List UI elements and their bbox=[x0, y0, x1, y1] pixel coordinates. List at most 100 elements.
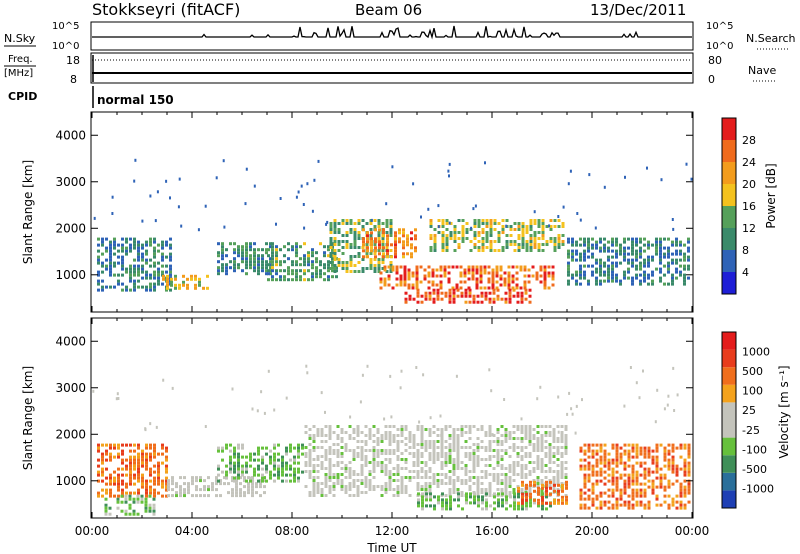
velocity-cell bbox=[473, 498, 476, 502]
velocity-cell bbox=[233, 446, 236, 450]
power-cell bbox=[583, 237, 586, 241]
power-cell bbox=[495, 274, 499, 278]
power-cell bbox=[635, 243, 638, 247]
velocity-cell bbox=[109, 476, 112, 480]
power-cell bbox=[300, 184, 303, 188]
velocity-cell bbox=[116, 392, 119, 396]
velocity-cell bbox=[683, 446, 687, 450]
velocity-cell bbox=[476, 458, 480, 461]
colorbar-swatch bbox=[722, 472, 736, 491]
colorbar-tick-label: 4 bbox=[742, 266, 749, 279]
velocity-cell bbox=[247, 491, 250, 495]
power-cell bbox=[333, 225, 337, 228]
power-cell bbox=[537, 219, 541, 222]
power-cell bbox=[105, 285, 108, 289]
power-cell bbox=[520, 300, 524, 304]
velocity-cell bbox=[599, 470, 603, 474]
power-cell bbox=[333, 255, 337, 258]
power-cell bbox=[349, 228, 353, 231]
velocity-cell bbox=[399, 386, 402, 390]
velocity-cell bbox=[476, 476, 480, 479]
power-cell bbox=[241, 254, 244, 258]
velocity-cell bbox=[533, 480, 536, 484]
velocity-cell bbox=[631, 488, 635, 492]
power-cell bbox=[595, 282, 598, 286]
power-cell bbox=[311, 266, 314, 270]
power-cell bbox=[433, 228, 437, 231]
power-cell bbox=[382, 255, 385, 259]
velocity-cell bbox=[552, 470, 556, 473]
power-cell bbox=[551, 274, 555, 278]
velocity-cell bbox=[611, 488, 615, 492]
power-cell bbox=[311, 209, 314, 213]
power-cell bbox=[133, 237, 136, 241]
velocity-cell bbox=[452, 443, 456, 446]
velocity-cell bbox=[440, 437, 444, 440]
velocity-cell bbox=[117, 455, 120, 459]
velocity-cell bbox=[289, 458, 292, 462]
colorbar-frame bbox=[721, 331, 737, 509]
velocity-cell bbox=[400, 440, 404, 443]
velocity-cell bbox=[416, 488, 420, 491]
power-cell bbox=[121, 261, 124, 265]
power-cell bbox=[303, 272, 306, 276]
power-cell bbox=[333, 264, 337, 267]
power-cell bbox=[391, 265, 395, 269]
velocity-cell bbox=[579, 494, 583, 498]
power-cell bbox=[511, 280, 515, 284]
velocity-cell bbox=[533, 489, 536, 493]
power-cell bbox=[145, 252, 148, 256]
power-cell bbox=[583, 252, 586, 256]
velocity-cell bbox=[144, 503, 148, 507]
velocity-cell bbox=[595, 482, 599, 486]
velocity-cell bbox=[643, 470, 647, 474]
power-cell bbox=[651, 255, 654, 259]
power-cell bbox=[271, 242, 274, 246]
velocity-cell bbox=[516, 425, 520, 428]
power-cell bbox=[436, 294, 440, 298]
power-cell bbox=[647, 261, 650, 265]
velocity-cell bbox=[524, 476, 528, 479]
power-cell bbox=[315, 260, 318, 264]
velocity-cell bbox=[536, 446, 540, 449]
velocity-cell bbox=[500, 482, 504, 485]
power-cell bbox=[257, 269, 260, 273]
power-cell bbox=[615, 255, 618, 259]
power-cell bbox=[141, 285, 144, 289]
velocity-cell bbox=[452, 482, 456, 485]
velocity-cell bbox=[340, 467, 344, 470]
velocity-cell bbox=[623, 452, 627, 456]
velocity-cell bbox=[251, 488, 254, 492]
velocity-cell bbox=[436, 428, 440, 431]
power-cell bbox=[337, 261, 341, 264]
power-cell bbox=[487, 286, 491, 290]
power-cell bbox=[180, 224, 183, 228]
velocity-cell bbox=[607, 479, 611, 483]
velocity-cell bbox=[320, 428, 324, 431]
time-axis-label: Time UT bbox=[366, 541, 417, 554]
power-cell bbox=[528, 294, 532, 298]
power-cell bbox=[477, 246, 481, 249]
velocity-cell bbox=[204, 425, 207, 428]
velocity-cell bbox=[233, 476, 236, 480]
velocity-cell bbox=[332, 449, 336, 452]
velocity-cell bbox=[623, 491, 627, 495]
power-cell bbox=[639, 267, 642, 271]
velocity-cell bbox=[109, 473, 112, 477]
velocity-cell bbox=[615, 488, 619, 492]
velocity-cell bbox=[528, 443, 532, 446]
velocity-cell bbox=[496, 476, 500, 479]
velocity-cell bbox=[336, 476, 340, 479]
power-cell bbox=[603, 243, 606, 247]
velocity-cell bbox=[360, 482, 364, 485]
velocity-cell bbox=[540, 461, 544, 464]
power-cell bbox=[427, 271, 431, 275]
power-cell bbox=[639, 273, 642, 277]
velocity-cell bbox=[360, 470, 364, 473]
power-cell bbox=[365, 252, 369, 255]
velocity-cell bbox=[449, 501, 452, 505]
power-cell bbox=[529, 228, 533, 231]
velocity-cell bbox=[433, 507, 436, 511]
velocity-cell bbox=[392, 425, 396, 428]
velocity-cell bbox=[465, 495, 468, 499]
